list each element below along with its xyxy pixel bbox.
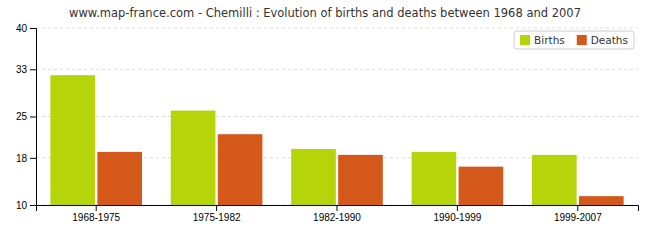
- bar: [218, 134, 263, 205]
- tick-mark: [30, 205, 36, 206]
- tick: 18: [16, 153, 36, 164]
- grid-line: [36, 116, 638, 117]
- tick: 1982-1990: [313, 205, 361, 223]
- bar: [579, 196, 624, 205]
- legend-label: Births: [534, 34, 565, 46]
- tick-mark: [30, 28, 36, 29]
- legend-item: Births: [520, 34, 565, 46]
- x-axis: 1968-1975 1975-1982 1982-1990 1990-1999 1999…: [37, 205, 639, 223]
- tick-mark: [457, 205, 458, 211]
- tick-label: 1982-1990: [313, 212, 361, 223]
- tick-mark: [30, 158, 36, 159]
- tick-label: 1999-2007: [554, 212, 602, 223]
- bar: [291, 149, 336, 205]
- legend: Births Deaths: [514, 31, 634, 49]
- tick: 1975-1982: [193, 205, 241, 223]
- grid: [36, 28, 638, 205]
- bar: [338, 155, 383, 205]
- tick: 10: [16, 200, 36, 211]
- tick: 33: [16, 64, 36, 75]
- title: www.map-france.com - Chemilli : Evolutio…: [69, 6, 581, 20]
- bar: [459, 167, 504, 205]
- legend-label: Deaths: [591, 34, 628, 46]
- grid-line: [36, 69, 638, 70]
- tick-mark: [216, 205, 217, 211]
- legend-item: Deaths: [577, 34, 628, 46]
- tick-mark: [337, 205, 338, 211]
- tick-label: 10: [16, 200, 28, 211]
- tick: 25: [16, 111, 36, 122]
- series: [50, 75, 576, 205]
- series: [97, 134, 623, 205]
- tick: 1999-2007: [554, 205, 602, 223]
- tick: 40: [16, 23, 36, 34]
- tick-label: 25: [16, 111, 28, 122]
- chart: www.map-france.com - Chemilli : Evolutio…: [0, 0, 650, 229]
- bar: [171, 111, 216, 205]
- axis-line: [30, 29, 37, 206]
- grid-line: [36, 28, 638, 29]
- tick-mark: [577, 205, 578, 211]
- bars: [50, 75, 623, 205]
- tick-mark: [30, 69, 36, 70]
- legend-box: [514, 31, 634, 49]
- axis-line: [37, 206, 639, 212]
- tick-label: 1990-1999: [433, 212, 481, 223]
- plot: 10 18 25 33 40 1968-1975 1975-1982 1982-1990 199…: [16, 23, 639, 223]
- bar: [50, 75, 95, 205]
- tick-label: 40: [16, 23, 28, 34]
- tick: 1968-1975: [72, 205, 120, 223]
- tick-label: 33: [16, 64, 28, 75]
- tick-label: 1975-1982: [193, 212, 241, 223]
- tick-label: 1968-1975: [72, 212, 120, 223]
- tick-mark: [30, 117, 36, 118]
- bar: [412, 152, 457, 205]
- legend-swatch: [577, 35, 587, 45]
- bar: [97, 152, 142, 205]
- tick-label: 18: [16, 153, 28, 164]
- tick-mark: [96, 205, 97, 211]
- bar: [532, 155, 577, 205]
- tick: 1990-1999: [433, 205, 481, 223]
- y-axis: 10 18 25 33 40: [16, 23, 37, 211]
- legend-swatch: [520, 35, 530, 45]
